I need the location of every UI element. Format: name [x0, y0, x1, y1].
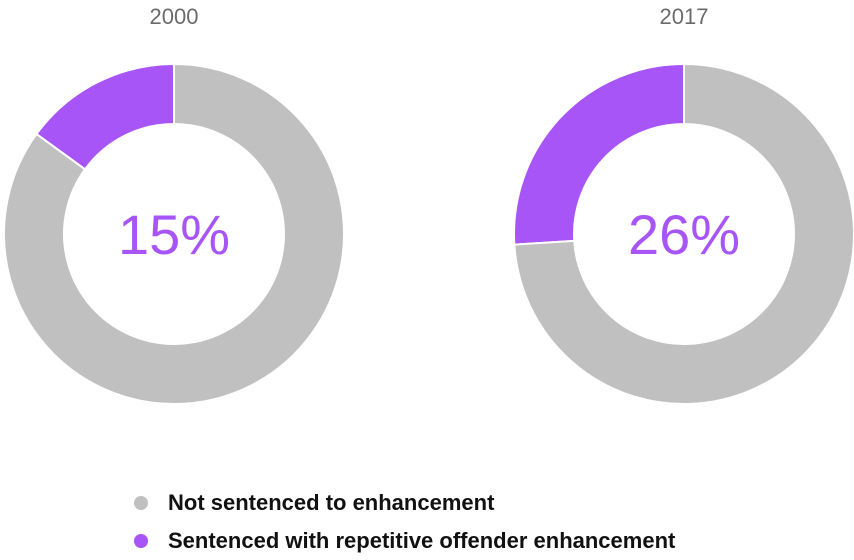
chart-title-2000: 2000	[150, 4, 199, 29]
legend-item-sentenced: Sentenced with repetitive offender enhan…	[134, 522, 834, 560]
legend-label-sentenced: Sentenced with repetitive offender enhan…	[168, 528, 676, 553]
donut-slice-2017-sentenced	[513, 62, 685, 246]
legend-dot-not-sentenced	[134, 496, 148, 510]
chart-title-2017: 2017	[660, 4, 709, 29]
donut-slice-2017-not-sentenced	[513, 62, 854, 405]
legend-label-not-sentenced: Not sentenced to enhancement	[168, 490, 495, 515]
legend-item-not-sentenced: Not sentenced to enhancement	[134, 484, 834, 522]
donut-charts: 2000 15% 2017 26%	[3, 4, 854, 405]
donut-chart-2000: 2000 15%	[3, 4, 345, 405]
center-label-2000: 15%	[118, 203, 230, 266]
center-label-2017: 26%	[628, 203, 740, 266]
donut-slice-2000-not-sentenced	[3, 62, 345, 405]
donut-chart-2017: 2017 26%	[513, 4, 854, 405]
legend: Not sentenced to enhancement Sentenced w…	[134, 484, 834, 560]
legend-dot-sentenced	[134, 534, 148, 548]
